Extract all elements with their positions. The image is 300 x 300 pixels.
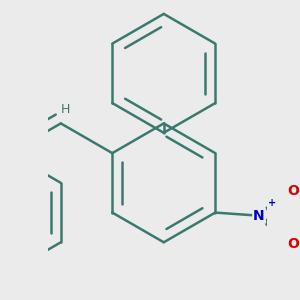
Text: H: H bbox=[61, 103, 70, 116]
Text: O: O bbox=[287, 237, 299, 251]
Text: +: + bbox=[268, 198, 276, 208]
Text: N: N bbox=[253, 209, 265, 223]
Text: O: O bbox=[287, 184, 299, 198]
